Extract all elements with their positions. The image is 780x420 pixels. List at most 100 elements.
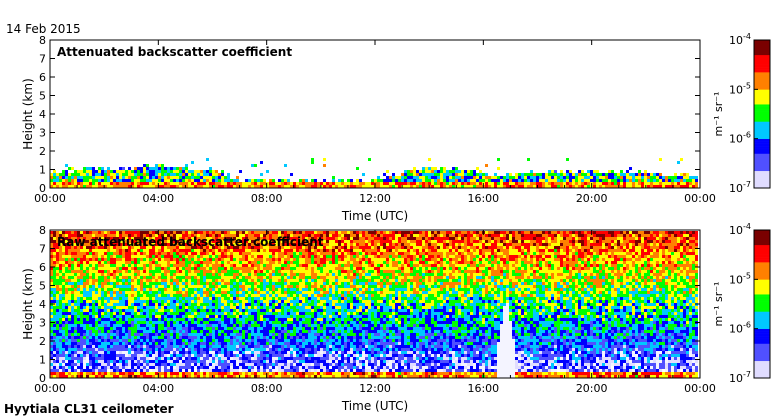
heatmap-cell [182,333,185,336]
heatmap-cell [212,231,215,234]
heatmap-cell [98,255,101,258]
heatmap-cell [131,170,134,173]
heatmap-cell [152,273,155,276]
heatmap-cell [128,345,131,348]
heatmap-cell [272,327,275,330]
heatmap-cell [269,182,272,185]
heatmap-cell [101,249,104,252]
heatmap-cell [80,327,83,330]
heatmap-cell [263,243,266,246]
heatmap-cell [77,366,80,369]
heatmap-cell [239,366,242,369]
heatmap-cell [185,354,188,357]
heatmap-cell [269,249,272,252]
heatmap-cell [77,342,80,345]
heatmap-cell [149,261,152,264]
heatmap-cell [191,354,194,357]
heatmap-cell [50,354,53,357]
heatmap-cell [341,185,344,188]
heatmap-cell [131,300,134,303]
heatmap-cell [224,264,227,267]
heatmap-cell [209,336,212,339]
heatmap-cell [170,375,173,378]
heatmap-cell [113,300,116,303]
heatmap-cell [230,264,233,267]
heatmap-cell [359,182,362,185]
heatmap-cell [95,264,98,267]
heatmap-cell [260,252,263,255]
heatmap-cell [218,321,221,324]
heatmap-cell [161,164,164,167]
heatmap-cell [200,294,203,297]
heatmap-cell [221,366,224,369]
heatmap-cell [164,354,167,357]
heatmap-cell [68,173,71,176]
heatmap-cell [593,176,596,179]
heatmap-cell [224,306,227,309]
heatmap-cell [251,179,254,182]
heatmap-cell [146,324,149,327]
heatmap-cell [278,363,281,366]
heatmap-cell [242,273,245,276]
heatmap-cell [89,327,92,330]
heatmap-cell [164,243,167,246]
heatmap-cell [233,336,236,339]
heatmap-cell [92,279,95,282]
heatmap-cell [200,282,203,285]
heatmap-cell [272,234,275,237]
heatmap-cell [206,309,209,312]
heatmap-cell [254,231,257,234]
heatmap-cell [176,321,179,324]
heatmap-cell [134,179,137,182]
heatmap-cell [164,279,167,282]
heatmap-cell [146,303,149,306]
heatmap-cell [194,324,197,327]
heatmap-cell [233,333,236,336]
heatmap-cell [80,375,83,378]
heatmap-cell [86,351,89,354]
heatmap-cell [143,363,146,366]
heatmap-cell [116,294,119,297]
heatmap-cell [167,273,170,276]
heatmap-cell [65,294,68,297]
heatmap-cell [143,375,146,378]
heatmap-cell [119,285,122,288]
heatmap-cell [224,179,227,182]
heatmap-cell [239,285,242,288]
heatmap-cell [236,354,239,357]
heatmap-cell [194,255,197,258]
heatmap-cell [209,372,212,375]
colorbar-segment [754,146,770,149]
heatmap-cell [134,333,137,336]
heatmap-cell [122,291,125,294]
heatmap-cell [176,309,179,312]
heatmap-cell [242,185,245,188]
heatmap-cell [164,176,167,179]
heatmap-cell [266,264,269,267]
heatmap-cell [656,176,659,179]
heatmap-cell [203,282,206,285]
heatmap-cell [218,182,221,185]
heatmap-cell [581,173,584,176]
heatmap-cell [146,279,149,282]
heatmap-cell [335,182,338,185]
heatmap-cell [143,252,146,255]
heatmap-cell [215,234,218,237]
heatmap-cell [77,312,80,315]
heatmap-cell [326,185,329,188]
heatmap-cell [224,324,227,327]
heatmap-cell [215,297,218,300]
heatmap-cell [176,333,179,336]
heatmap-cell [89,176,92,179]
heatmap-cell [86,240,89,243]
heatmap-cell [152,270,155,273]
heatmap-cell [140,167,143,170]
colorbar-frame [753,39,771,189]
heatmap-cell [206,357,209,360]
heatmap-cell [62,375,65,378]
heatmap-cell [170,234,173,237]
heatmap-cell [263,234,266,237]
heatmap-cell [251,375,254,378]
heatmap-cell [215,354,218,357]
heatmap-cell [266,243,269,246]
